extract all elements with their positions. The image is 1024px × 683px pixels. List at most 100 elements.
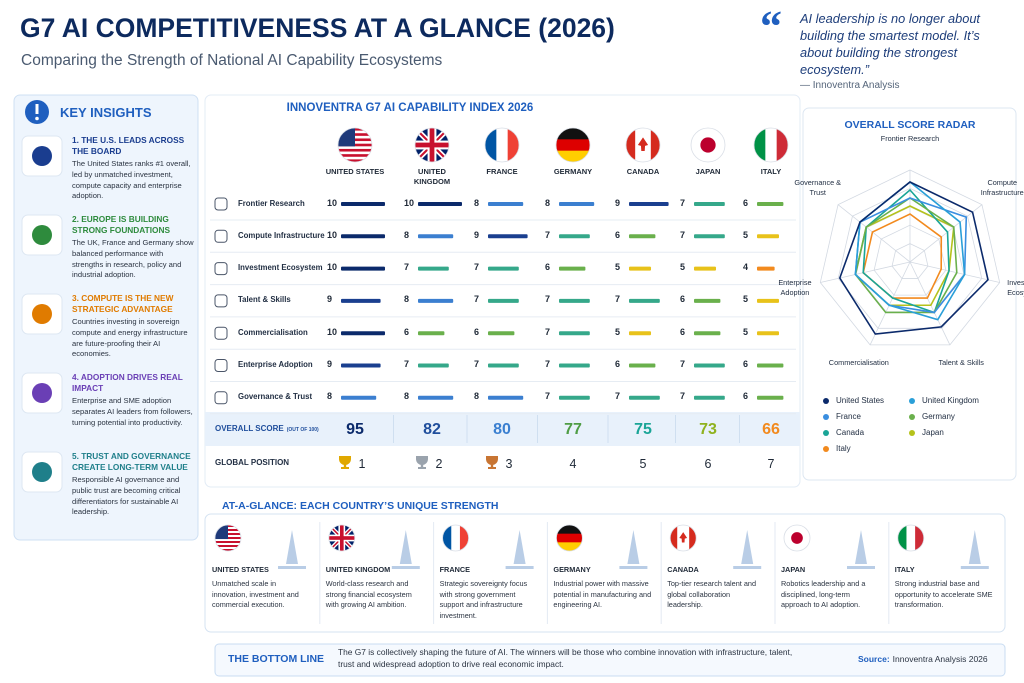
strength-text: Strong industrial base and opportunity t… <box>894 579 993 609</box>
strength-country: France <box>439 565 470 574</box>
legend-label: Italy <box>836 443 851 453</box>
flag-part <box>338 154 372 157</box>
radar-axis-label: Frontier Research <box>880 134 940 143</box>
metric-icon <box>214 326 228 340</box>
score-bar <box>341 331 385 336</box>
flag-part <box>215 545 241 547</box>
landmark <box>733 530 762 569</box>
strength-country: United States <box>212 565 269 574</box>
score-bar <box>757 363 784 368</box>
strength-text: Strategic sovereignty focus with strong … <box>439 579 528 620</box>
trophy-stem <box>490 464 494 467</box>
flag-rim <box>442 524 470 552</box>
overall-label: OVERALL SCORE (OUT OF 100) <box>215 424 325 434</box>
score-value: 8 <box>327 391 333 402</box>
insight-text: The United States ranks #1 overall, led … <box>72 159 191 201</box>
insight-title: 3. COMPUTE IS THE NEW STRATEGIC ADVANTAG… <box>72 293 174 314</box>
overall-band <box>205 412 800 446</box>
radar-axis-label: Commercialisation <box>828 358 889 368</box>
score-value: 7 <box>545 229 551 240</box>
score-value: 6 <box>404 326 410 337</box>
score-value: 7 <box>545 326 551 337</box>
score-bar <box>341 202 385 206</box>
metric-icon <box>214 359 228 372</box>
flag-part <box>906 525 916 551</box>
strength-country: Germany <box>553 565 591 574</box>
score-bar <box>418 202 462 206</box>
flag-rim <box>625 127 661 163</box>
metric-name: Talent & Skills <box>238 295 291 305</box>
metric-icon <box>214 197 228 211</box>
radar-series <box>854 180 966 321</box>
score-value: 9 <box>615 197 621 208</box>
trophy-stem <box>343 464 347 467</box>
score-bar <box>694 331 721 336</box>
legend-label: United States <box>836 395 885 405</box>
overall-score: 80 <box>493 421 511 438</box>
score-bar <box>757 266 775 271</box>
legend-label: Germany <box>922 411 955 421</box>
score-bar <box>488 234 528 239</box>
flag-part <box>650 128 660 162</box>
country-name: United Kingdom <box>413 167 451 186</box>
flag <box>897 525 924 551</box>
flag-part <box>215 549 241 551</box>
position: 7 <box>767 457 775 471</box>
score-value: 5 <box>743 294 749 305</box>
flag-rim <box>556 524 583 552</box>
overall-score: 77 <box>564 421 582 438</box>
score-bar <box>694 234 725 239</box>
score-value: 4 <box>743 262 749 273</box>
flag-part <box>556 128 590 140</box>
score-bar <box>629 331 651 336</box>
flag-part <box>215 541 241 543</box>
radar-ring <box>891 243 929 279</box>
score-value: 8 <box>474 391 480 402</box>
legend-swatch <box>909 398 915 404</box>
overall-score: 66 <box>762 421 780 438</box>
score-value: 5 <box>743 326 749 337</box>
title: G7 AI COMPETITIVENESS AT A GLANCE (2026) <box>20 13 615 43</box>
landmark <box>505 530 534 569</box>
score-bar <box>629 395 660 400</box>
metric-name: Investment Ecosystem <box>238 263 323 273</box>
score-value: 7 <box>680 359 686 369</box>
score-value: 8 <box>474 197 480 208</box>
strength-text: World-class research and strong financia… <box>325 579 412 609</box>
score-bar <box>629 202 669 206</box>
metric-name: Commercialisation <box>238 327 308 337</box>
score-bar <box>694 395 725 400</box>
flag <box>691 128 725 162</box>
flag <box>215 525 241 551</box>
flag-part <box>459 525 469 551</box>
score-value: 5 <box>680 262 686 273</box>
quote-mark: “ <box>760 2 782 51</box>
overall-note: (OUT OF 100) <box>286 427 319 433</box>
flag <box>556 128 590 162</box>
insight-icon <box>32 462 52 482</box>
flag-rim <box>328 524 356 552</box>
score-bar <box>341 395 377 400</box>
score-bar <box>418 363 449 368</box>
score-bar <box>694 298 721 303</box>
trophy-base <box>341 467 349 469</box>
score-bar <box>694 266 716 271</box>
score-bar <box>488 266 519 271</box>
bottom-line-label: THE BOTTOM LINE <box>228 653 325 665</box>
position: 1 <box>358 457 366 471</box>
flag-part <box>670 525 678 551</box>
overall-score: 95 <box>346 421 364 438</box>
flag-rim <box>337 127 373 163</box>
score-bar <box>488 363 519 368</box>
score-value: 10 <box>327 229 338 240</box>
flag-part <box>700 137 716 153</box>
flag-part <box>556 533 583 543</box>
radar-series <box>862 188 950 314</box>
radar-series <box>854 197 958 314</box>
radar-axis-label: Investment Ecosystem <box>1007 278 1024 297</box>
score-value: 8 <box>404 391 410 402</box>
radar-axis-label: Talent & Skills <box>938 358 984 368</box>
insight-text: Responsible AI governance and public tru… <box>72 475 181 517</box>
flag-part <box>556 150 590 162</box>
score-bar <box>694 363 725 368</box>
